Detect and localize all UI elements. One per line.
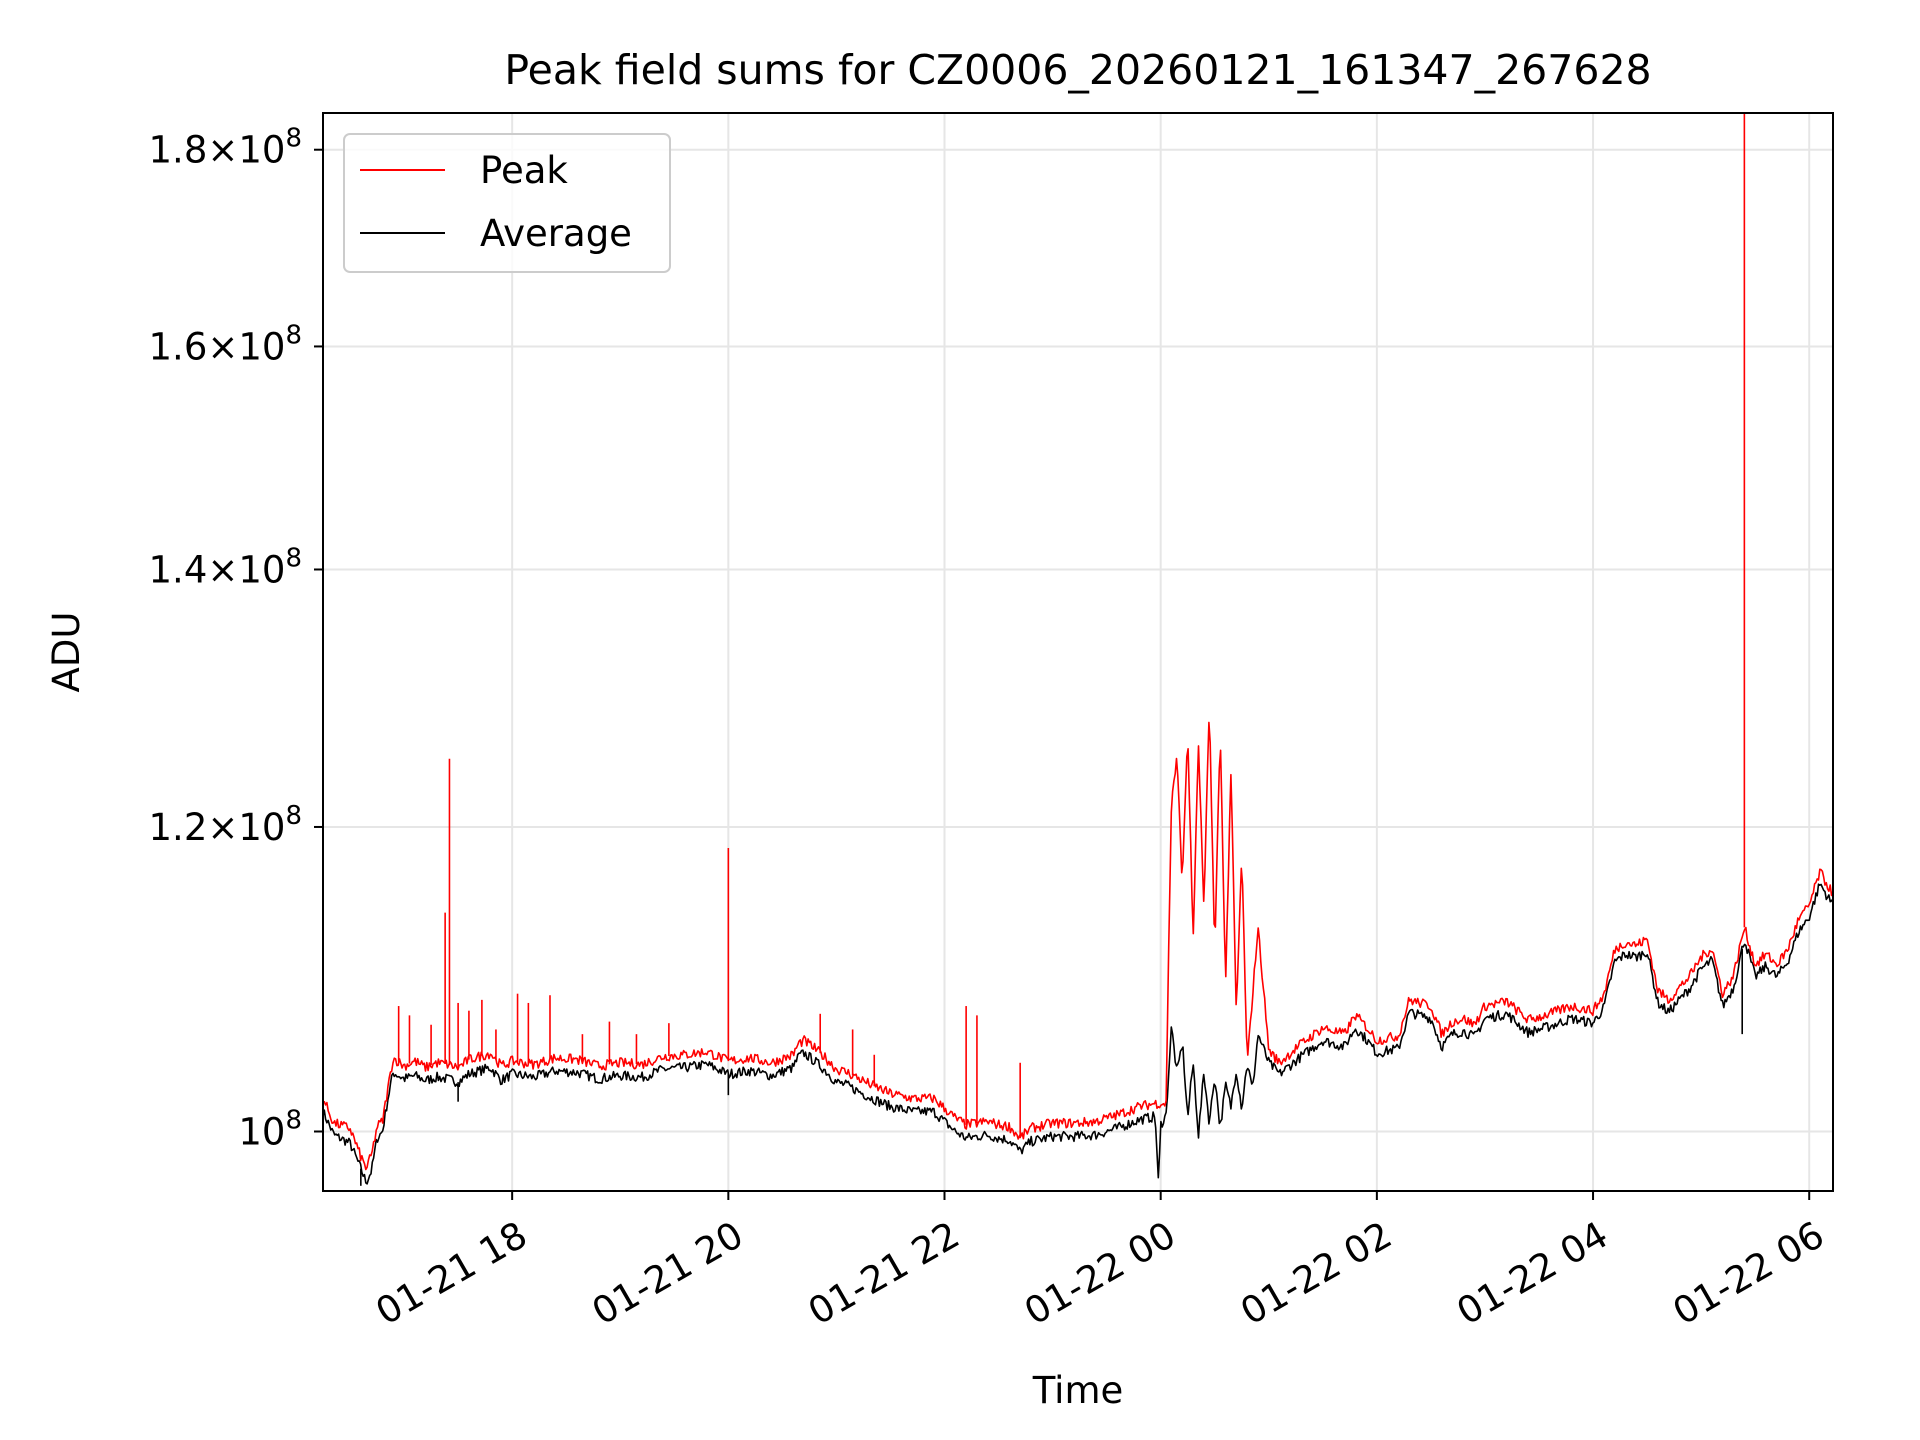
series-layer	[323, 113, 1833, 1186]
y-axis: 108 1.2×108 1.4×108 1.6×108 1.8×108	[149, 124, 323, 1153]
chart-title: Peak field sums for CZ0006_20260121_1613…	[504, 46, 1651, 94]
y-tick-label: 108	[238, 1105, 302, 1153]
series-average	[323, 883, 1833, 1186]
plot-area-frame	[322, 112, 1834, 1192]
series-peak	[323, 721, 1833, 1171]
series-line-average	[323, 883, 1833, 1185]
series-line-peak	[323, 721, 1833, 1171]
y-tick-label: 1.8×108	[149, 124, 302, 172]
y-tick-label: 1.2×108	[149, 801, 302, 849]
legend-label-average: Average	[480, 212, 632, 255]
y-tick-label: 1.4×108	[149, 543, 302, 591]
grid-lines	[323, 113, 1833, 1191]
legend: Peak Average	[343, 133, 671, 273]
x-axis-label: Time	[1032, 1369, 1124, 1412]
legend-box	[343, 133, 671, 273]
legend-label-peak: Peak	[480, 149, 568, 192]
y-axis-label: ADU	[45, 612, 88, 693]
y-tick-label: 1.6×108	[149, 320, 302, 368]
